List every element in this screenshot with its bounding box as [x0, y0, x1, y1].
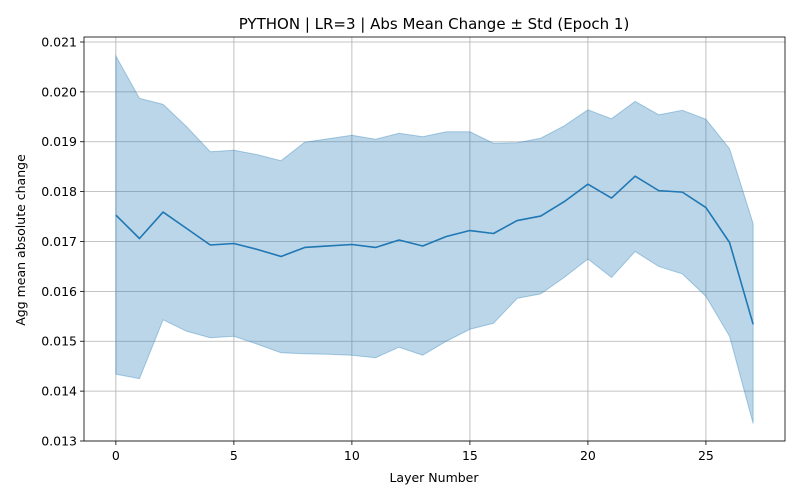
y-tick-label: 0.019: [41, 134, 77, 149]
y-tick-label: 0.018: [41, 184, 77, 199]
x-tick-label: 15: [462, 448, 478, 463]
mean-line: [115, 175, 754, 325]
y-gridlines: [84, 41, 785, 442]
y-tick-label: 0.014: [41, 384, 77, 399]
x-axis-label: Layer Number: [389, 470, 479, 485]
y-axis-label: Agg mean absolute change: [13, 154, 28, 326]
x-tick-label: 10: [344, 448, 360, 463]
y-tick-label: 0.017: [41, 234, 77, 249]
x-axis-ticks: 0 5 10 15 20 25: [112, 441, 714, 463]
chart-title: PYTHON | LR=3 | Abs Mean Change ± Std (E…: [239, 15, 630, 33]
y-tick-label: 0.016: [41, 284, 77, 299]
x-tick-label: 20: [580, 448, 596, 463]
std-band: [115, 54, 754, 424]
plot-frame: [83, 36, 786, 442]
y-tick-label: 0.021: [41, 34, 77, 49]
y-tick-label: 0.015: [41, 334, 77, 349]
x-tick-label: 25: [698, 448, 714, 463]
x-tick-label: 5: [230, 448, 238, 463]
y-tick-label: 0.020: [41, 84, 77, 99]
x-tick-label: 0: [112, 448, 120, 463]
x-gridlines: [115, 37, 707, 441]
y-tick-label: 0.013: [41, 434, 77, 449]
y-axis-ticks: 0.013 0.014 0.015 0.016 0.017 0.018 0.019 0.020…: [41, 34, 84, 449]
